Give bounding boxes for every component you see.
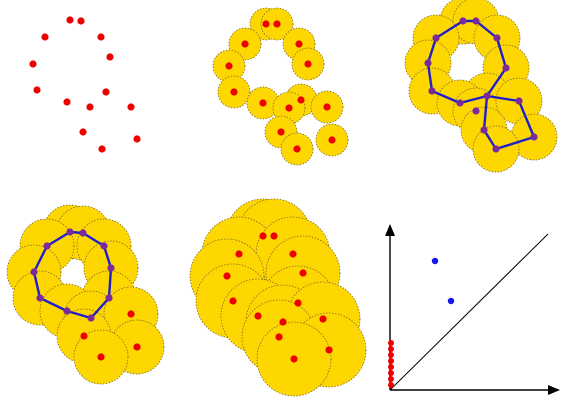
vertex [79,229,87,237]
vertex [456,99,464,107]
data-point [293,145,301,153]
data-point [229,297,237,305]
data-point [33,86,41,94]
h0-point [388,364,394,370]
data-point [319,315,327,323]
vertex [100,242,108,250]
data-point [275,333,283,341]
h0-point [388,340,394,346]
data-point [241,40,249,48]
data-point [66,16,74,24]
data-point [235,250,243,258]
h1-point [431,257,439,265]
data-point [297,96,305,104]
data-point [102,88,110,96]
vertex [432,34,440,42]
vertex [107,264,115,272]
persistence-diagram [385,224,560,395]
vertex [472,107,480,115]
data-point [29,60,37,68]
data-point [323,103,331,111]
data-point [79,128,87,136]
vertex [63,307,71,315]
data-point [273,20,281,28]
cycle-edge [482,94,536,151]
vertex [459,17,467,25]
data-point [97,33,105,41]
vertex [480,126,488,134]
y-axis-arrow [385,224,395,236]
vertex [493,34,501,42]
panel-one-loop [6,204,165,385]
data-point [277,128,285,136]
data-point [80,332,88,340]
h0-point [388,370,394,376]
vertex [43,242,51,250]
vertex [87,314,95,322]
data-point [290,355,298,363]
x-axis-arrow [548,385,560,395]
data-point [289,250,297,258]
diagonal [389,233,549,391]
vertex [30,268,38,276]
data-point [223,272,231,280]
data-point [304,60,312,68]
vertex [105,294,113,302]
vertex [36,294,44,302]
h0-point [388,352,394,358]
data-point [127,103,135,111]
data-point [127,310,135,318]
h0-point [388,358,394,364]
cycle-edge [426,19,508,105]
data-point [225,62,233,70]
h1-point [447,297,455,305]
data-point [285,104,293,112]
data-point [86,103,94,111]
data-point [262,20,270,28]
vertex [424,59,432,67]
data-point [133,135,141,143]
data-point [295,40,303,48]
vertex [428,87,436,95]
data-point [259,232,267,240]
h0-point [388,346,394,352]
vertex [483,92,491,100]
data-point [41,33,49,41]
data-point [106,53,114,61]
h0-point [388,376,394,382]
panel-two-loops [404,0,558,173]
vertex [515,97,523,105]
vertex [472,17,480,25]
data-point [97,353,105,361]
h0-point [388,382,394,388]
data-point [63,98,71,106]
panel-merged-balls [189,198,367,397]
data-point [279,318,287,326]
panel-small-balls [212,7,349,166]
data-point [299,269,307,277]
data-point [325,346,333,354]
vertex [530,133,538,141]
data-point [230,88,238,96]
panel-point-cloud [29,16,141,153]
data-point [294,299,302,307]
vertex [66,228,74,236]
vertex [492,145,500,153]
data-point [328,136,336,144]
data-point [77,17,85,25]
data-point [254,312,262,320]
data-point [259,99,267,107]
data-point [133,343,141,351]
vertex [502,64,510,72]
data-point [270,232,278,240]
data-point [98,145,106,153]
